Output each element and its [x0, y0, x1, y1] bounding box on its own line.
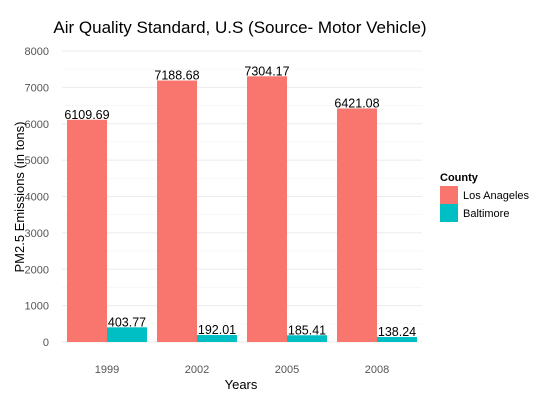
y-tick-label: 1000 [25, 301, 49, 313]
data-label: 6109.69 [64, 108, 109, 122]
bar [247, 76, 287, 342]
data-label: 403.77 [108, 315, 146, 329]
bar [67, 119, 107, 342]
y-tick-label: 4000 [25, 192, 49, 204]
bar [107, 327, 147, 342]
legend: County Los Anageles Baltimore [440, 172, 530, 222]
bar [377, 336, 417, 342]
y-tick-label: 5000 [25, 155, 49, 167]
bars [67, 76, 417, 342]
chart-title: Air Quality Standard, U.S (Source- Motor… [53, 18, 426, 37]
x-tick-label: 2005 [275, 364, 299, 376]
y-tick-label: 6000 [25, 119, 49, 131]
legend-swatch [440, 186, 458, 204]
y-tick-label: 3000 [25, 228, 49, 240]
legend-swatch [440, 204, 458, 222]
data-label: 7188.68 [154, 69, 199, 83]
legend-title: County [440, 172, 479, 184]
data-label: 192.01 [198, 323, 236, 337]
x-tick-label: 2008 [365, 364, 389, 376]
y-axis-label: PM2.5 Emissions (in tons) [12, 122, 27, 273]
x-tick-label: 2002 [185, 364, 209, 376]
legend-label: Los Anageles [463, 190, 530, 202]
data-label: 7304.17 [244, 64, 289, 78]
y-tick-label: 7000 [25, 82, 49, 94]
y-tick-label: 0 [43, 337, 49, 349]
bar [157, 80, 197, 342]
data-label: 185.41 [288, 323, 326, 337]
data-label: 6421.08 [334, 96, 379, 110]
data-label: 138.24 [378, 325, 416, 339]
y-axis-ticks: 0 1000 2000 3000 4000 5000 6000 7000 8000 [25, 46, 49, 349]
y-tick-label: 8000 [25, 46, 49, 58]
bar [197, 335, 237, 342]
x-axis-label: Years [225, 377, 258, 392]
bar [337, 108, 377, 342]
data-labels: 6109.69 403.77 7188.68 192.01 7304.17 185.41 6… [64, 64, 416, 339]
legend-label: Baltimore [463, 208, 509, 220]
bar [287, 335, 327, 342]
x-tick-label: 1999 [95, 364, 119, 376]
x-axis-ticks: 1999 2002 2005 2008 [95, 364, 389, 376]
y-tick-label: 2000 [25, 264, 49, 276]
